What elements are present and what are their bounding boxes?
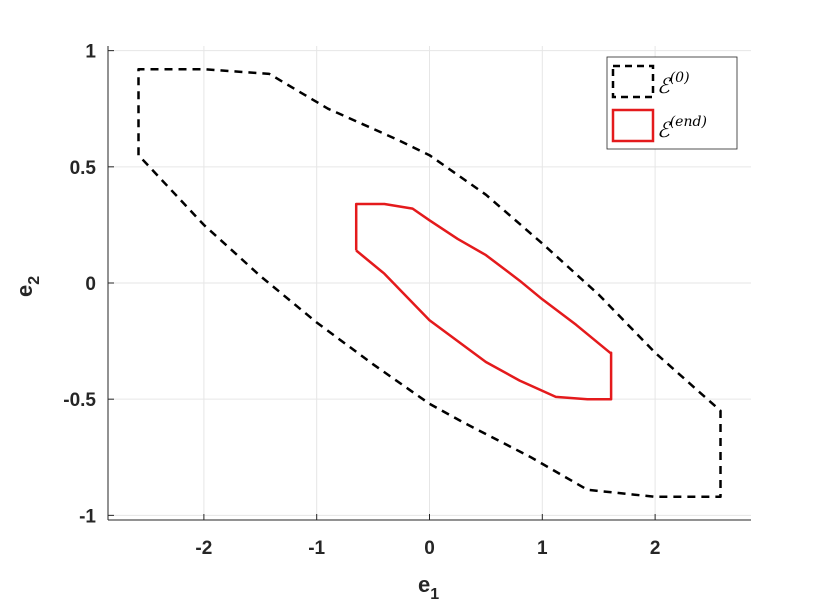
legend-label-0: ℰ(0): [657, 70, 690, 98]
ticks: -2 -1 0 1 2 -1 -0.5 0 0.5 1: [63, 42, 751, 559]
x-axis-label: e1: [418, 572, 439, 603]
y-tick-label: -0.5: [63, 390, 96, 411]
x-tick-label: 2: [650, 538, 661, 559]
legend-swatch-0: [611, 64, 655, 99]
y-axis-label: e2: [12, 276, 43, 297]
svg-text:e1: e1: [418, 572, 439, 603]
x-tick-label: -2: [195, 538, 212, 559]
legend-swatch-1: [611, 108, 655, 143]
y-tick-label: 1: [85, 42, 96, 63]
x-axis-label-sub: 1: [430, 586, 439, 603]
y-axis-label-main: e: [12, 285, 37, 297]
x-axis-label-main: e: [418, 572, 430, 597]
legend-box: [606, 56, 738, 150]
series-line-0: [137, 67, 722, 499]
series-layer: [137, 67, 722, 499]
y-tick-label: -1: [79, 506, 96, 527]
y-tick-label: 0: [85, 274, 96, 295]
x-tick-label: 0: [424, 538, 435, 559]
series-line-1: [354, 202, 613, 401]
svg-text:e2: e2: [12, 276, 43, 297]
legend: ℰ(0) ℰ(end): [606, 56, 738, 150]
legend-label-1: ℰ(end): [657, 114, 707, 142]
y-axis-label-sub: 2: [26, 276, 43, 285]
x-tick-label: -1: [308, 538, 325, 559]
x-tick-label: 1: [537, 538, 548, 559]
y-tick-label: 0.5: [70, 158, 97, 179]
